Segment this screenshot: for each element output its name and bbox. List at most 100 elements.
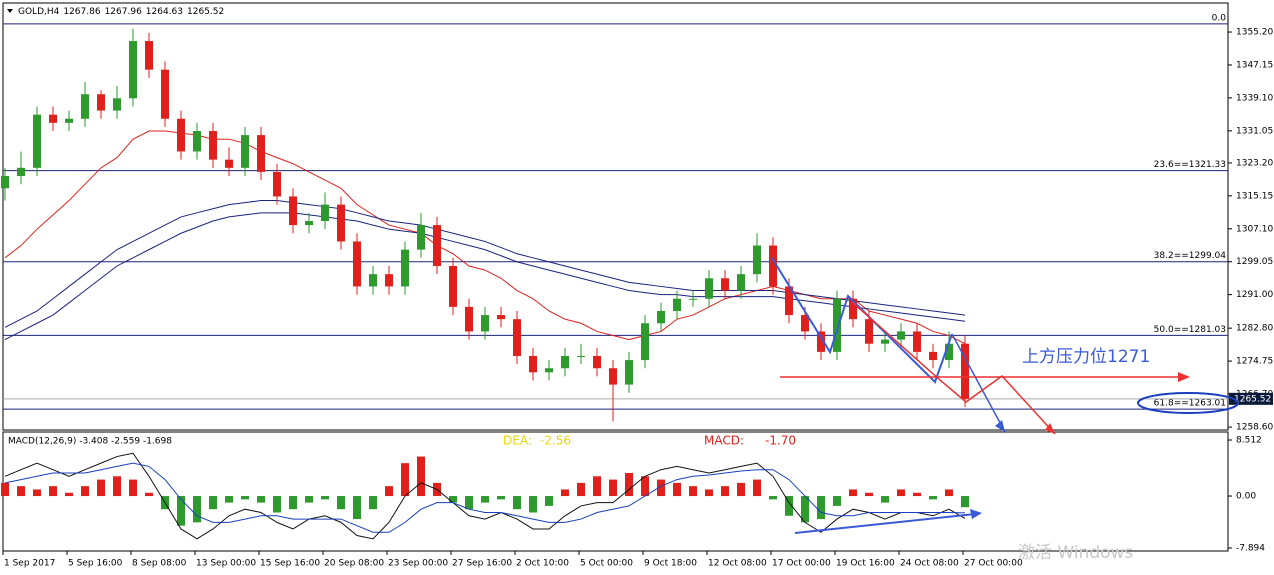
arrow-head: [970, 509, 982, 519]
candle-body: [945, 343, 953, 361]
candle-body: [305, 220, 313, 226]
histogram-bar: [369, 496, 377, 510]
histogram-bar: [913, 492, 921, 497]
candle-body: [401, 249, 409, 287]
header-close: 1265.52: [187, 7, 224, 17]
macd-divergence-line: [794, 513, 976, 534]
price-panel: [2, 2, 1229, 431]
fib-label: 61.8==1263.01: [1154, 399, 1226, 409]
candle-body: [209, 131, 217, 160]
candle-body: [769, 245, 777, 287]
y-tick-label: 1282.80: [1236, 324, 1273, 334]
histogram-bar: [33, 489, 41, 497]
candle-body: [865, 319, 873, 344]
candle-body: [961, 343, 969, 399]
fib-label: 23.6==1321.33: [1154, 160, 1226, 170]
arrow-head: [1178, 372, 1190, 382]
histogram-bar: [97, 479, 105, 497]
candle-body: [609, 368, 617, 385]
candle-body: [129, 41, 137, 99]
candle-body: [513, 319, 521, 356]
y-tick-label: 1331.05: [1236, 126, 1273, 136]
histogram-bar: [673, 482, 681, 497]
fib-label: 38.2==1299.04: [1154, 251, 1227, 261]
histogram-bar: [321, 496, 329, 500]
candle-body: [449, 265, 457, 307]
arrow-head: [1045, 423, 1055, 434]
histogram-bar: [465, 496, 473, 510]
histogram-bar: [273, 496, 281, 513]
x-tick-label: 1 Sep 2017: [4, 559, 55, 569]
histogram-bar: [17, 486, 25, 497]
header-high: 1267.96: [105, 7, 142, 17]
candle-body: [481, 315, 489, 332]
y-tick-label: 1339.10: [1236, 93, 1273, 103]
candle-body: [801, 315, 809, 332]
y-tick-label: 1299.05: [1236, 257, 1273, 267]
y-tick-label: 0.00: [1236, 492, 1256, 502]
candle-body: [193, 131, 201, 152]
candle-body: [817, 331, 825, 352]
candle-body: [417, 225, 425, 250]
candle-body: [81, 94, 89, 119]
marks-layer: 1265.52: [1, 28, 1273, 540]
candle-body: [849, 298, 857, 320]
y-tick-label: 1307.10: [1236, 224, 1273, 234]
candle-body: [529, 355, 537, 373]
fib-label: 0.0: [1212, 13, 1227, 23]
macd-label: MACD:: [704, 434, 744, 448]
candle-body: [785, 286, 793, 316]
blue-trend-arrows: [771, 257, 953, 384]
candle-body: [225, 159, 233, 168]
candle-body: [337, 204, 345, 242]
macd-line: [4, 462, 966, 533]
candle-body: [881, 339, 889, 344]
y-tick-label: 1323.20: [1236, 158, 1273, 168]
x-tick-label: 5 Sep 16:00: [68, 559, 123, 569]
candle-body: [545, 368, 553, 373]
histogram-bar: [209, 496, 217, 510]
candle-body: [353, 241, 361, 287]
x-tick-label: 27 Oct 00:00: [964, 559, 1023, 569]
symbol: GOLD,H4: [18, 7, 60, 17]
histogram-bar: [81, 486, 89, 497]
histogram-bar: [945, 489, 953, 497]
macd-line: [4, 452, 966, 540]
histogram-bar: [801, 496, 809, 523]
candle-body: [145, 41, 153, 70]
histogram-bar: [689, 486, 697, 497]
annotation: 上方压力位1271: [1022, 347, 1150, 367]
y-tick-label: 1355.20: [1236, 28, 1273, 38]
x-tick-label: 19 Oct 16:00: [836, 559, 895, 569]
candle-body: [593, 355, 601, 369]
red-projection: [851, 301, 1056, 435]
histogram-bar: [593, 476, 601, 497]
histogram-bar: [769, 496, 777, 500]
candle-body: [705, 278, 713, 299]
histogram-bar: [577, 482, 585, 497]
candle-body: [177, 118, 185, 152]
histogram-bar: [753, 479, 761, 497]
candle-body: [913, 331, 921, 352]
histogram-bar: [449, 496, 457, 503]
candle-body: [737, 274, 745, 291]
price-tag-label: 1265.52: [1234, 394, 1271, 404]
x-tick-label: 23 Sep 00:00: [388, 559, 448, 569]
histogram-bar: [193, 496, 201, 523]
histogram-bar: [865, 492, 873, 497]
histogram-bar: [785, 496, 793, 516]
histogram-bar: [833, 496, 841, 506]
histogram-bar: [609, 479, 617, 497]
menu-icon[interactable]: [7, 9, 13, 13]
x-tick-label: 5 Oct 00:00: [580, 559, 633, 569]
histogram-bar: [337, 496, 345, 510]
candle-body: [161, 69, 169, 119]
histogram-bar: [961, 496, 969, 508]
macd-value: -1.70: [765, 434, 796, 448]
histogram-bar: [353, 496, 361, 520]
header-open: 1267.86: [63, 7, 100, 17]
histogram-bar: [657, 479, 665, 497]
candle-body: [321, 204, 329, 221]
